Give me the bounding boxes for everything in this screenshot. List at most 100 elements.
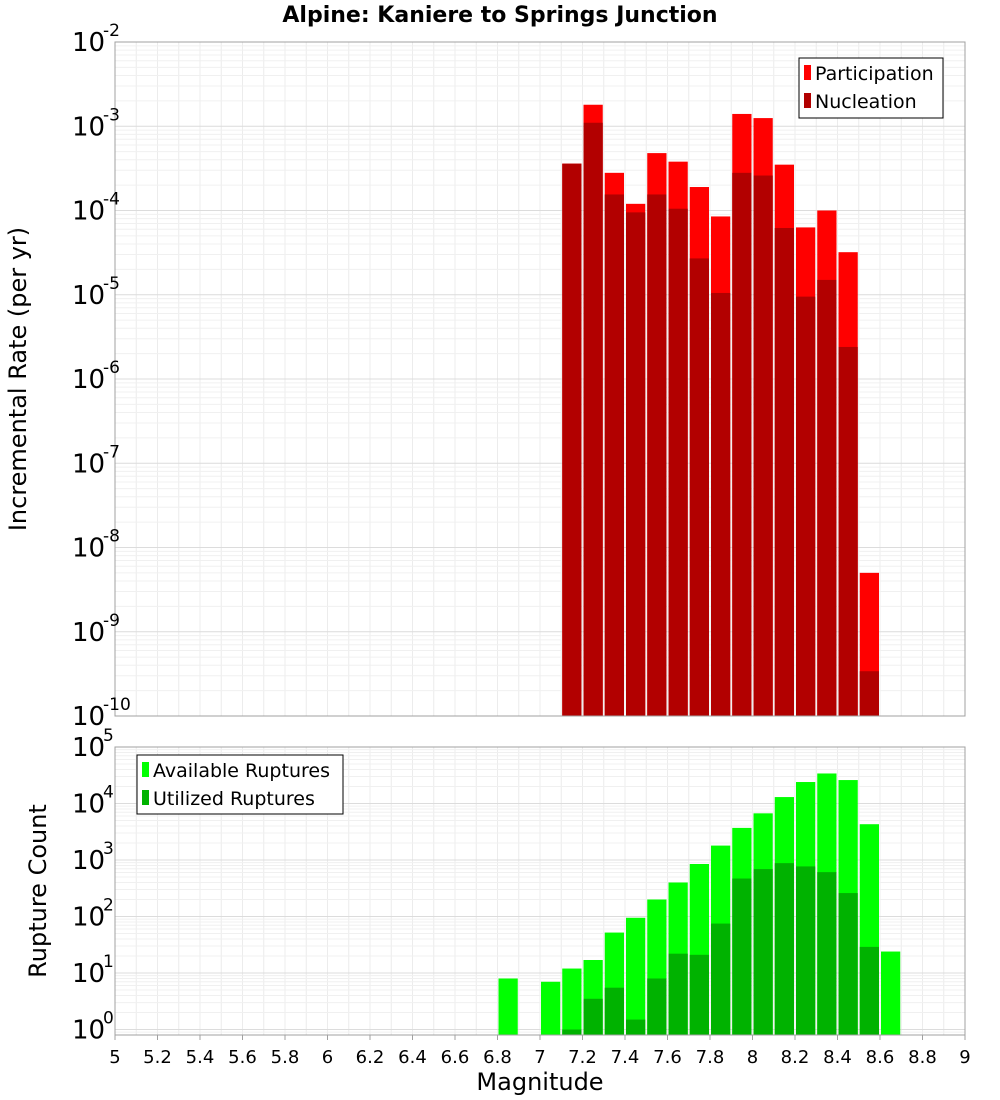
y-tick-exponent-1e0: 0 (103, 1009, 114, 1029)
y-tick-exponent-1e2: 2 (103, 896, 114, 916)
x-tick-label-5-6: 5.6 (228, 1047, 257, 1068)
bottom-legend-box (136, 754, 344, 815)
x-tick-label-6-2: 6.2 (356, 1047, 385, 1068)
bottom-panel-bars (498, 773, 901, 1035)
bar-nucleation-8.15 (774, 227, 794, 716)
bar-utilized-ruptures-8.55 (859, 946, 879, 1035)
bar-nucleation-8.35 (817, 279, 837, 716)
y-tick-label-1e-6: 10 (72, 365, 105, 395)
bar-nucleation-7.95 (732, 172, 752, 717)
bar-nucleation-7.35 (604, 194, 624, 717)
y-tick-label-1e-8: 10 (72, 534, 105, 564)
bar-utilized-ruptures-7.35 (604, 987, 624, 1035)
bar-nucleation-7.45 (626, 212, 646, 717)
y-tick-exponent-1e1: 1 (103, 952, 114, 972)
x-tick-label-5-2: 5.2 (143, 1047, 172, 1068)
bar-utilized-ruptures-7.15 (562, 1029, 582, 1035)
x-tick-label-8-2: 8.2 (781, 1047, 810, 1068)
y-tick-label-1e1: 10 (72, 959, 105, 989)
bar-utilized-ruptures-7.25 (583, 998, 603, 1035)
legend-swatch-utilized-ruptures (142, 790, 149, 805)
y-tick-exponent-1e-6: -6 (103, 358, 120, 378)
bar-available-ruptures-7.45 (626, 917, 646, 1035)
bar-utilized-ruptures-7.65 (668, 953, 688, 1035)
bar-utilized-ruptures-8.15 (774, 863, 794, 1035)
x-tick-label-5-8: 5.8 (271, 1047, 300, 1068)
y-tick-label-1e-3: 10 (72, 112, 105, 142)
bar-nucleation-8.45 (838, 346, 858, 716)
bar-nucleation-8.25 (796, 296, 816, 716)
x-tick-label-7-6: 7.6 (653, 1047, 682, 1068)
bar-utilized-ruptures-8.25 (796, 866, 816, 1035)
x-tick-label-8-4: 8.4 (823, 1047, 852, 1068)
bar-utilized-ruptures-7.75 (689, 954, 709, 1035)
y-tick-exponent-1e-9: -9 (103, 611, 120, 631)
x-tick-label-7: 7 (534, 1047, 545, 1068)
legend-label-available-ruptures: Available Ruptures (153, 760, 330, 782)
bar-nucleation-7.55 (647, 194, 667, 717)
legend-swatch-participation (804, 65, 811, 80)
x-tick-label-8-8: 8.8 (908, 1047, 937, 1068)
bar-nucleation-7.75 (689, 258, 709, 716)
y-tick-label-1e-4: 10 (72, 197, 105, 227)
x-tick-label-8: 8 (747, 1047, 758, 1068)
y-tick-exponent-1e3: 3 (103, 839, 114, 859)
y-tick-label-1e-9: 10 (72, 618, 105, 648)
y-tick-exponent-1e5: 5 (103, 726, 114, 746)
x-tick-label-6-8: 6.8 (483, 1047, 512, 1068)
bar-nucleation-8.05 (753, 175, 773, 716)
y-tick-exponent-1e-8: -8 (103, 527, 120, 547)
bar-available-ruptures-7.05 (541, 981, 561, 1035)
y-tick-exponent-1e-10: -10 (103, 695, 131, 715)
bar-utilized-ruptures-7.85 (711, 923, 731, 1035)
top-legend-box (798, 57, 944, 119)
bottom-panel-legend: Available Ruptures Utilized Ruptures (136, 754, 344, 815)
x-tick-label-9: 9 (959, 1047, 970, 1068)
y-tick-label-1e2: 10 (72, 903, 105, 933)
top-panel-bars (562, 104, 879, 717)
bar-utilized-ruptures-8.45 (838, 893, 858, 1035)
y-tick-label-1e3: 10 (72, 846, 105, 876)
legend-label-utilized-ruptures: Utilized Ruptures (153, 788, 315, 810)
bar-utilized-ruptures-8.05 (753, 869, 773, 1035)
bar-nucleation-7.15 (562, 163, 582, 716)
bar-utilized-ruptures-7.45 (626, 1019, 646, 1035)
y-tick-label-1e5: 10 (72, 733, 105, 763)
top-panel-y-axis-label: Incremental Rate (per yr) (4, 227, 32, 531)
bar-utilized-ruptures-7.55 (647, 978, 667, 1035)
x-tick-label-6-4: 6.4 (398, 1047, 427, 1068)
y-tick-exponent-1e4: 4 (103, 783, 114, 803)
y-tick-exponent-1e-2: -2 (103, 21, 120, 41)
y-tick-exponent-1e-7: -7 (103, 442, 120, 462)
y-tick-label-1e-10: 10 (72, 702, 105, 732)
bar-available-ruptures-8.65 (881, 951, 901, 1035)
x-tick-label-5: 5 (109, 1047, 120, 1068)
x-tick-label-5-4: 5.4 (186, 1047, 215, 1068)
x-tick-label-7-2: 7.2 (568, 1047, 597, 1068)
top-panel-legend: Participation Nucleation (798, 57, 944, 119)
bar-utilized-ruptures-7.95 (732, 878, 752, 1035)
y-tick-exponent-1e-4: -4 (103, 190, 120, 210)
y-tick-exponent-1e-3: -3 (103, 105, 120, 125)
y-tick-label-1e0: 10 (72, 1016, 105, 1046)
x-tick-label-8-6: 8.6 (866, 1047, 895, 1068)
x-tick-label-6: 6 (322, 1047, 333, 1068)
chart-title: Alpine: Kaniere to Springs Junction (282, 3, 717, 28)
bottom-panel-y-axis-label: Rupture Count (24, 804, 52, 978)
x-tick-label-7-8: 7.8 (696, 1047, 725, 1068)
y-tick-label-1e-7: 10 (72, 449, 105, 479)
bar-nucleation-8.55 (859, 671, 879, 716)
top-panel-frame (114, 41, 966, 717)
bar-utilized-ruptures-8.35 (817, 872, 837, 1035)
legend-swatch-nucleation (804, 93, 811, 108)
y-tick-exponent-1e-5: -5 (103, 274, 120, 294)
bar-nucleation-7.85 (711, 292, 731, 716)
x-axis-label: Magnitude (476, 1068, 603, 1096)
legend-swatch-available-ruptures (142, 762, 149, 777)
legend-label-participation: Participation (815, 63, 934, 85)
bar-nucleation-7.65 (668, 208, 688, 717)
legend-label-nucleation: Nucleation (815, 91, 917, 113)
